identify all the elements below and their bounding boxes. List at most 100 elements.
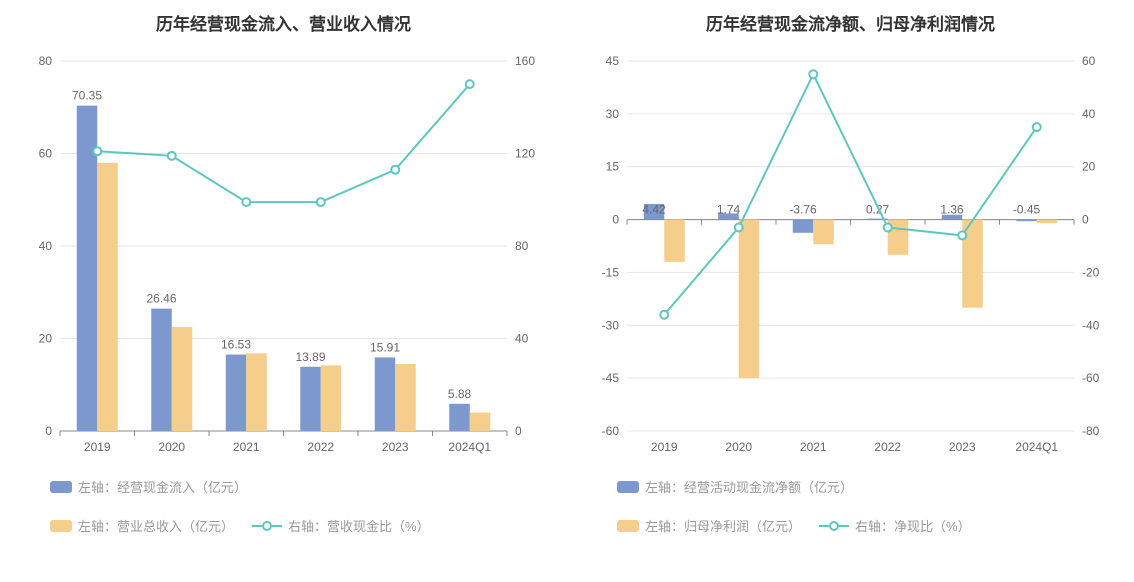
y-left-tick-label: 40 bbox=[39, 239, 53, 253]
bar bbox=[470, 413, 490, 432]
x-tick-label: 2020 bbox=[158, 440, 185, 454]
bar bbox=[1016, 220, 1036, 222]
x-tick-label: 2024Q1 bbox=[448, 440, 491, 454]
y-left-tick-label: 0 bbox=[45, 424, 52, 438]
y-right-tick-label: 40 bbox=[515, 332, 529, 346]
bar-value-label: 1.36 bbox=[940, 203, 964, 217]
x-tick-label: 2019 bbox=[84, 440, 111, 454]
legend-left: 左轴：经营现金流入（亿元） 左轴：营业总收入（亿元） 右轴：营收现金比（%） bbox=[10, 477, 557, 535]
line-marker bbox=[93, 147, 101, 155]
line-marker bbox=[391, 166, 399, 174]
legend-swatch-line bbox=[252, 521, 282, 531]
y-left-tick-label: 0 bbox=[612, 213, 619, 227]
x-tick-label: 2019 bbox=[651, 440, 678, 454]
legend-item-营收现金比: 右轴：营收现金比（%） bbox=[252, 516, 430, 535]
legend-label: 右轴：营收现金比（%） bbox=[288, 516, 430, 535]
legend-swatch-bar bbox=[617, 481, 639, 493]
bar bbox=[226, 355, 246, 431]
bar bbox=[793, 220, 813, 233]
line-marker bbox=[809, 70, 817, 78]
y-left-tick-label: 45 bbox=[606, 54, 620, 68]
bar bbox=[97, 163, 117, 431]
legend-label: 左轴：营业总收入（亿元） bbox=[78, 516, 234, 535]
bar bbox=[172, 327, 192, 431]
bar-value-label: 70.35 bbox=[72, 89, 102, 103]
bar-value-label: 4.42 bbox=[642, 203, 666, 217]
bar bbox=[151, 309, 171, 431]
y-left-tick-label: 30 bbox=[606, 107, 620, 121]
y-right-tick-label: -20 bbox=[1082, 265, 1100, 279]
bar-value-label: -3.76 bbox=[789, 203, 817, 217]
x-tick-label: 2020 bbox=[725, 440, 752, 454]
y-right-tick-label: -60 bbox=[1082, 371, 1100, 385]
legend-label: 右轴：净现比（%） bbox=[855, 516, 971, 535]
y-right-tick-label: -80 bbox=[1082, 424, 1100, 438]
bar bbox=[664, 220, 684, 262]
chart-title-right: 历年经营现金流净额、归母净利润情况 bbox=[577, 10, 1124, 35]
legend-swatch-bar bbox=[50, 520, 72, 532]
y-left-tick-label: -45 bbox=[602, 371, 620, 385]
page: 历年经营现金流入、营业收入情况 0 20 40 60 80 0 40 80 120 160 2019… bbox=[0, 0, 1134, 582]
legend-item-净现比: 右轴：净现比（%） bbox=[819, 516, 971, 535]
bar-value-label: -0.45 bbox=[1013, 203, 1041, 217]
y-right-tick-label: 160 bbox=[515, 54, 535, 68]
bar bbox=[1037, 220, 1057, 224]
bar bbox=[395, 364, 415, 431]
bar bbox=[739, 220, 759, 379]
line-marker bbox=[242, 198, 250, 206]
bar-value-label: 1.74 bbox=[717, 203, 741, 217]
x-tick-label: 2021 bbox=[800, 440, 827, 454]
y-right-tick-label: 80 bbox=[515, 239, 529, 253]
x-tick-label: 2023 bbox=[382, 440, 409, 454]
legend-right: 左轴：经营活动现金流净额（亿元） 左轴：归母净利润（亿元） 右轴：净现比（%） bbox=[577, 477, 1124, 535]
x-tick-label: 2024Q1 bbox=[1015, 440, 1058, 454]
y-left-tick-label: -30 bbox=[602, 318, 620, 332]
chart-panel-right: 历年经营现金流净额、归母净利润情况 -60 -45 -30 -15 0 15 30 45 -80… bbox=[567, 0, 1134, 582]
bar-value-label: 16.53 bbox=[221, 338, 251, 352]
line-marker bbox=[317, 198, 325, 206]
y-right-tick-label: -40 bbox=[1082, 318, 1100, 332]
bar-value-label: 5.88 bbox=[448, 387, 472, 401]
chart-svg: 0 20 40 60 80 0 40 80 120 160 2019 2020 2021 2022 2023… bbox=[10, 41, 557, 471]
chart-title-left: 历年经营现金流入、营业收入情况 bbox=[10, 10, 557, 35]
chart-area-right: -60-45-30-150153045-80-60-40-20020406020… bbox=[577, 41, 1124, 471]
y-left-tick-label: 20 bbox=[39, 332, 53, 346]
y-right-tick-label: 0 bbox=[515, 424, 522, 438]
x-tick-label: 2022 bbox=[307, 440, 334, 454]
bar bbox=[321, 365, 341, 431]
y-right-tick-label: 120 bbox=[515, 147, 535, 161]
line-marker bbox=[735, 224, 743, 232]
legend-label: 左轴：经营现金流入（亿元） bbox=[78, 477, 247, 496]
y-right-tick-label: 20 bbox=[1082, 160, 1096, 174]
y-left-tick-label: 60 bbox=[39, 147, 53, 161]
chart-svg: -60-45-30-150153045-80-60-40-20020406020… bbox=[577, 41, 1124, 471]
line-marker bbox=[958, 231, 966, 239]
legend-item-归母净利润: 左轴：归母净利润（亿元） bbox=[617, 516, 801, 535]
legend-item-经营活动现金流净额: 左轴：经营活动现金流净额（亿元） bbox=[617, 477, 853, 496]
y-left-tick-label: 15 bbox=[606, 160, 620, 174]
line-marker bbox=[1033, 123, 1041, 131]
legend-label: 左轴：经营活动现金流净额（亿元） bbox=[645, 477, 853, 496]
bar bbox=[449, 404, 469, 431]
chart-panel-left: 历年经营现金流入、营业收入情况 0 20 40 60 80 0 40 80 120 160 2019… bbox=[0, 0, 567, 582]
x-tick-label: 2021 bbox=[233, 440, 260, 454]
legend-item-营业总收入: 左轴：营业总收入（亿元） bbox=[50, 516, 234, 535]
line-marker bbox=[660, 311, 668, 319]
legend-item-经营现金流入: 左轴：经营现金流入（亿元） bbox=[50, 477, 247, 496]
legend-label: 左轴：归母净利润（亿元） bbox=[645, 516, 801, 535]
y-right-tick-label: 40 bbox=[1082, 107, 1096, 121]
y-left-tick-label: -60 bbox=[602, 424, 620, 438]
line-marker bbox=[884, 224, 892, 232]
bar bbox=[813, 220, 833, 245]
chart-area-left: 0 20 40 60 80 0 40 80 120 160 2019 2020 2021 2022 2023… bbox=[10, 41, 557, 471]
bar-value-label: 13.89 bbox=[295, 350, 325, 364]
y-right-tick-label: 60 bbox=[1082, 54, 1096, 68]
legend-swatch-bar bbox=[617, 520, 639, 532]
y-left-tick-label: 80 bbox=[39, 54, 53, 68]
bar-value-label: 26.46 bbox=[146, 292, 176, 306]
line-marker bbox=[168, 152, 176, 160]
x-tick-label: 2023 bbox=[949, 440, 976, 454]
y-left-tick-label: -15 bbox=[602, 265, 620, 279]
bar bbox=[300, 367, 320, 431]
x-tick-label: 2022 bbox=[874, 440, 901, 454]
